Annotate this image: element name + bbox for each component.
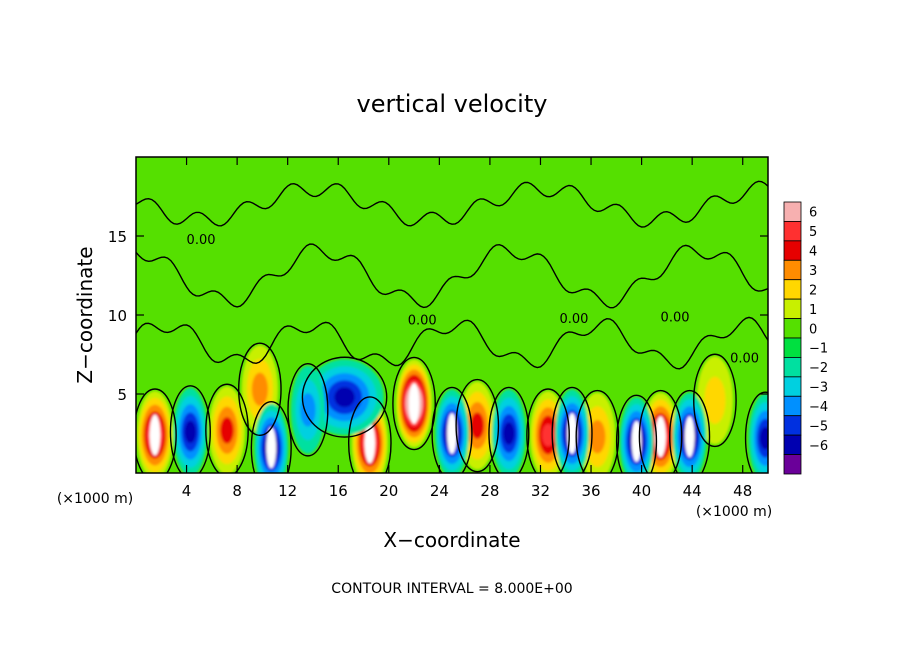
contour-line <box>488 386 530 473</box>
colorbar-tick-label: 0 <box>809 322 817 337</box>
y-tick-label: 10 <box>108 307 127 325</box>
contour-line <box>136 243 768 309</box>
x-tick-label: 16 <box>329 482 348 500</box>
downdraft-cell <box>672 392 707 473</box>
downdraft-cell <box>748 394 768 473</box>
contour-line <box>551 386 593 473</box>
contour-label: 0.00 <box>730 351 759 366</box>
x-tick-label: 32 <box>531 482 550 500</box>
contour-line <box>455 378 500 473</box>
colorbar-tick-label: −4 <box>809 400 828 415</box>
downdraft-cell <box>305 359 384 436</box>
colorbar-swatch <box>783 395 802 417</box>
downdraft-cell <box>291 365 325 454</box>
contour-line <box>136 388 177 473</box>
contour-line <box>205 383 249 473</box>
colorbar-swatch <box>783 298 802 319</box>
downdraft-cell <box>491 389 526 473</box>
colorbar-tick-label: 3 <box>809 264 817 279</box>
contour-line <box>347 396 392 473</box>
colorbar-swatch <box>783 240 802 261</box>
contour-line <box>431 386 473 473</box>
x-units-left: (×1000 m) <box>57 491 133 507</box>
downdraft-cell <box>435 389 469 473</box>
colorbar-swatch <box>783 337 802 358</box>
colorbar-tick-label: 1 <box>809 303 817 318</box>
x-tick-label: 12 <box>278 482 297 500</box>
contour-line <box>301 356 388 438</box>
updraft-cell <box>696 356 734 445</box>
colorbar-tick-label: 4 <box>809 245 817 260</box>
y-tick-label: 15 <box>108 228 127 246</box>
contour-line <box>250 400 292 473</box>
updraft-cell <box>395 359 433 448</box>
colorbar-tick-label: 6 <box>809 206 817 221</box>
y-axis-label: Z−coordinate <box>73 246 97 383</box>
contour-line <box>287 363 329 457</box>
updraft-cell <box>208 386 246 473</box>
colorbar-tick-label: −6 <box>809 439 828 454</box>
colorbar-tick-label: 2 <box>809 283 817 298</box>
x-tick-label: 20 <box>379 482 398 500</box>
contour-line <box>392 356 436 451</box>
contour-line <box>575 389 620 473</box>
contour-line <box>238 342 282 437</box>
x-tick-label: 44 <box>683 482 702 500</box>
contour-line <box>638 389 683 473</box>
contour-label: 0.00 <box>559 312 588 327</box>
contour-line <box>693 353 737 448</box>
contour-interval-note: CONTOUR INTERVAL = 8.000E+00 <box>331 581 572 597</box>
contour-line <box>669 389 711 473</box>
updraft-cell <box>136 391 174 473</box>
colorbar-swatch <box>783 221 802 242</box>
colorbar: 6 5 4 3 2 1 0 −1 −2 −3 −4 −5 −6 <box>783 201 828 475</box>
x-units-right: (×1000 m) <box>696 504 772 520</box>
contour-line <box>526 388 570 473</box>
x-tick-label: 4 <box>182 482 192 500</box>
contour-label: 0.00 <box>408 313 437 328</box>
colorbar-tick-label: 5 <box>809 225 817 240</box>
colorbar-swatch <box>783 376 802 397</box>
colorbar-tick-label: −5 <box>809 419 828 434</box>
contour-label: 0.00 <box>187 233 216 248</box>
colorbar-tick-label: −3 <box>809 381 828 396</box>
colorbar-tick-label: −1 <box>809 342 828 357</box>
y-axis: 5 10 15 <box>108 228 768 404</box>
contour-label: 0.00 <box>661 310 690 325</box>
updraft-cell <box>459 381 496 470</box>
updraft-cell <box>529 391 567 473</box>
colorbar-swatch <box>783 454 802 475</box>
y-tick-label: 5 <box>117 386 127 404</box>
colorbar-tick-label: −2 <box>809 361 828 376</box>
colorbar-swatch <box>783 434 802 455</box>
contour-line <box>136 180 768 228</box>
contour-line <box>136 316 768 370</box>
contour-line <box>169 385 211 473</box>
downdraft-cell <box>619 397 654 473</box>
chart-title: vertical velocity <box>357 90 548 118</box>
x-tick-label: 8 <box>232 482 242 500</box>
x-axis: 4 8 12 16 20 24 28 32 36 40 44 48 <box>182 157 752 500</box>
x-tick-label: 40 <box>632 482 651 500</box>
downdraft-cell <box>173 387 208 473</box>
downdraft-cell <box>555 389 589 473</box>
x-tick-label: 24 <box>430 482 449 500</box>
colorbar-swatch <box>783 318 802 339</box>
colorbar-swatch <box>783 259 802 281</box>
x-tick-label: 48 <box>733 482 752 500</box>
colorbar-swatch <box>783 201 802 222</box>
contour-line <box>744 391 768 473</box>
x-axis-label: X−coordinate <box>383 528 520 552</box>
x-tick-label: 36 <box>581 482 600 500</box>
colorbar-swatch <box>783 279 802 300</box>
colorbar-swatch <box>783 415 802 436</box>
x-tick-label: 28 <box>480 482 499 500</box>
contour-line <box>615 394 658 473</box>
colorbar-swatch <box>783 357 802 378</box>
heatmap-field: 0.00 0.00 0.00 0.00 0.00 <box>136 157 768 473</box>
downdraft-cell <box>254 403 289 473</box>
